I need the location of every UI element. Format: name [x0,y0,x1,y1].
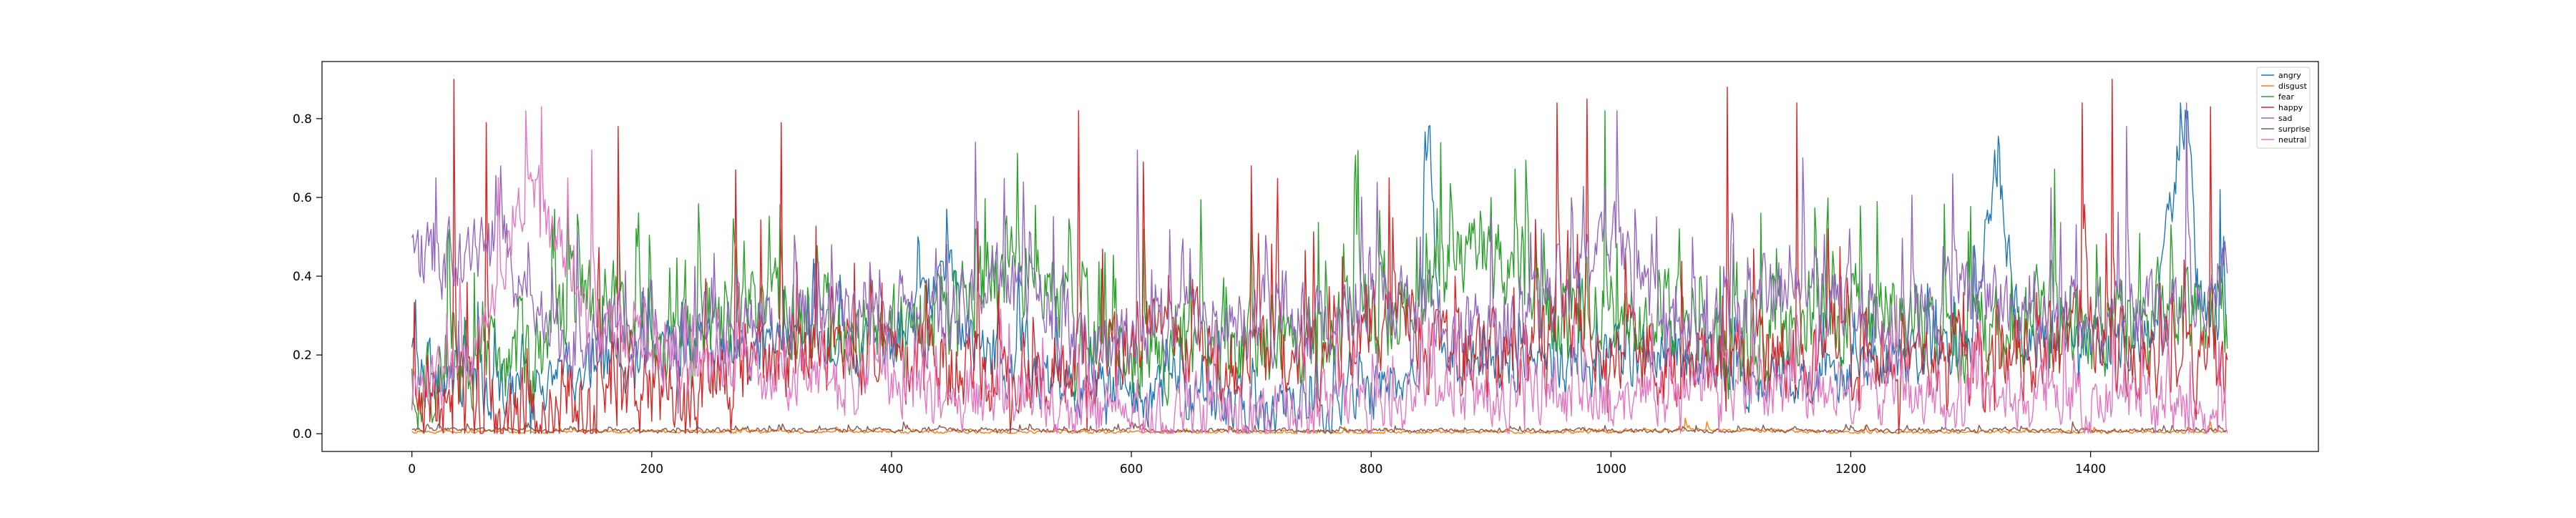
legend-label-neutral: neutral [2278,135,2306,145]
legend-label-happy: happy [2278,103,2303,112]
x-tick-label: 800 [1360,462,1382,477]
x-tick-label: 1200 [1835,462,1866,477]
x-tick-label: 1400 [2075,462,2106,477]
legend-box [2256,67,2311,149]
legend-label-sad: sad [2278,114,2292,123]
x-tick-label: 1000 [1596,462,1626,477]
x-tick-label: 0 [408,462,416,477]
series-line-sad [411,102,2228,414]
x-axis: 0 200 400 600 800 1000 1200 1400 [408,451,2106,477]
y-tick-label: 0.4 [293,270,312,284]
series-line-happy [411,79,2228,434]
x-tick-label: 600 [1120,462,1143,477]
x-tick-label: 400 [880,462,903,477]
plot-frame [321,61,2319,452]
series-layer [411,79,2228,434]
series-line-surprise [411,421,2228,434]
legend-label-surprise: surprise [2278,124,2311,134]
series-line-fear [411,110,2228,431]
y-axis: 0.0 0.2 0.4 0.6 0.8 [293,112,322,441]
legend-label-angry: angry [2278,71,2301,80]
y-tick-label: 0.8 [293,112,312,127]
series-line-neutral [411,106,2228,434]
y-tick-label: 0.6 [293,191,312,205]
legend-label-fear: fear [2278,92,2294,102]
x-tick-label: 200 [640,462,663,477]
y-tick-label: 0.0 [293,427,312,441]
legend-label-disgust: disgust [2278,82,2307,91]
y-tick-label: 0.2 [293,348,312,363]
